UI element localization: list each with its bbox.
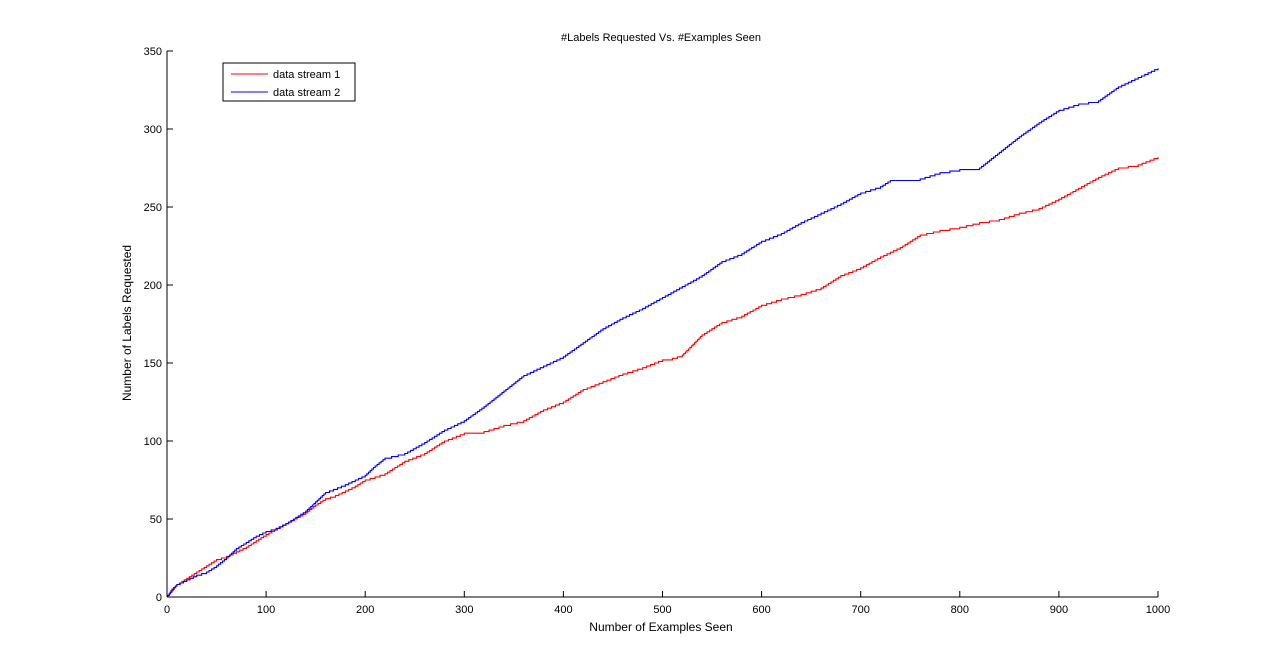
y-tick-label: 100 — [144, 436, 162, 448]
x-tick-label: 200 — [356, 604, 374, 616]
x-tick-label: 300 — [455, 604, 473, 616]
plot-area: 0 100 200 300 400 500 600 700 800 900 1000 0 50 100 15… — [144, 46, 1171, 616]
legend: data stream 1 data stream 2 — [222, 62, 356, 102]
legend-label-data-stream-2: data stream 2 — [273, 87, 340, 99]
legend-label-data-stream-1: data stream 1 — [273, 69, 340, 81]
series-line-data-stream-2 — [167, 68, 1159, 598]
x-tick-label: 1000 — [1146, 604, 1170, 616]
y-tick-label: 350 — [144, 46, 162, 58]
y-tick-label: 50 — [150, 514, 162, 526]
x-axis-title: Number of Examples Seen — [589, 620, 732, 634]
y-tick-label: 250 — [144, 202, 162, 214]
y-axis-title: Number of Labels Requested — [120, 245, 134, 401]
x-tick-label: 900 — [1050, 604, 1068, 616]
x-tick-label: 600 — [752, 604, 770, 616]
y-tick-label: 0 — [156, 592, 162, 604]
x-tick-label: 0 — [164, 604, 170, 616]
y-tick-label: 300 — [144, 124, 162, 136]
x-tick-label: 100 — [257, 604, 275, 616]
y-tick-label: 150 — [144, 358, 162, 370]
x-tick-label: 500 — [653, 604, 671, 616]
y-tick-label: 200 — [144, 280, 162, 292]
x-tick-label: 700 — [852, 604, 870, 616]
x-tick-label: 400 — [554, 604, 572, 616]
legend-box — [222, 62, 356, 102]
x-tick-label: 800 — [951, 604, 969, 616]
chart-title: #Labels Requested Vs. #Examples Seen — [561, 32, 761, 44]
